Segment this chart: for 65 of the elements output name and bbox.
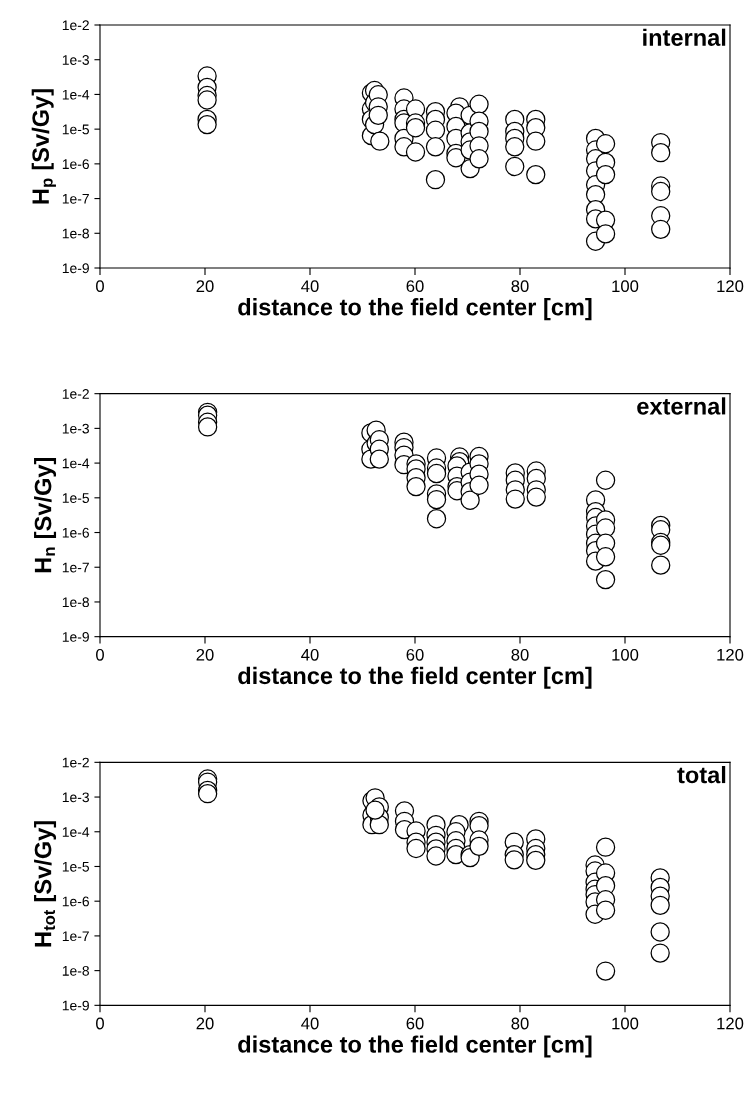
x-tick-label: 80 — [511, 280, 529, 293]
y-tick-label: 1e-8 — [62, 965, 89, 976]
x-tick-label: 80 — [511, 648, 529, 661]
x-tick-label: 0 — [96, 280, 104, 293]
x-tick-label: 100 — [612, 648, 639, 661]
x-tick-label: 20 — [196, 648, 214, 661]
y-tick-label: 1e-3 — [62, 55, 89, 65]
y-tick-label: 1e-4 — [62, 827, 90, 837]
y-tick-label: 1e-3 — [62, 792, 89, 803]
annotation: external — [637, 397, 726, 415]
x-tick-label: 100 — [612, 1017, 639, 1030]
y-tick-label: 1e-9 — [62, 263, 89, 274]
point — [426, 846, 446, 866]
annotation: total — [677, 765, 726, 784]
y-tick-label: 1e-6 — [62, 159, 89, 170]
point — [504, 850, 524, 870]
x-tick-label: 40 — [301, 280, 319, 293]
y-tick-label: 1e-4 — [62, 89, 90, 100]
y-tick-label: 1e-7 — [62, 931, 89, 942]
y-tick-label: 1e-8 — [62, 228, 89, 239]
x-tick-label: 80 — [511, 1017, 529, 1030]
y-axis-title: H$_{p}$ [Sv/Gy] — [31, 89, 56, 204]
y-axis-title: H$_{n}$ [Sv/Gy] — [34, 457, 57, 573]
point — [595, 961, 616, 981]
x-tick-label: 40 — [301, 648, 319, 661]
x-axis-title: distance to the field center [cm] — [238, 1035, 592, 1058]
y-tick-label: 1e-4 — [62, 458, 90, 469]
x-tick-label: 120 — [717, 280, 744, 293]
x-tick-label: 120 — [717, 1017, 744, 1030]
x-tick-label: 100 — [612, 280, 639, 293]
x-tick-label: 0 — [96, 1017, 104, 1030]
x-tick-label: 0 — [96, 648, 104, 661]
point — [650, 922, 670, 942]
x-tick-label: 120 — [717, 648, 744, 661]
y-tick-label: 1e-7 — [62, 194, 89, 204]
x-tick-label: 20 — [196, 1017, 214, 1030]
x-tick-label: 40 — [301, 1017, 319, 1030]
y-tick-label: 1e-5 — [62, 124, 89, 135]
y-axis-title: H$_{tot}$ [Sv/Gy] — [34, 821, 57, 947]
point — [406, 838, 426, 859]
point — [526, 850, 546, 871]
y-tick-label: 1e-3 — [62, 423, 89, 434]
y-tick-label: 1e-2 — [62, 757, 89, 768]
y-tick-label: 1e-2 — [62, 389, 89, 399]
y-tick-label: 1e-6 — [62, 896, 89, 907]
y-tick-label: 1e-8 — [62, 597, 89, 608]
x-axis-title: distance to the field center [cm] — [238, 298, 592, 321]
point — [469, 836, 489, 857]
x-tick-label: 60 — [406, 1017, 424, 1030]
annotation: internal — [643, 28, 726, 46]
x-tick-label: 60 — [406, 648, 424, 661]
y-tick-label: 1e-5 — [62, 861, 89, 872]
y-tick-label: 1e-5 — [62, 493, 89, 503]
y-tick-label: 1e-7 — [62, 562, 89, 573]
point — [650, 895, 670, 916]
y-tick-label: 1e-9 — [62, 1000, 89, 1011]
y-tick-label: 1e-6 — [62, 527, 89, 538]
y-tick-label: 1e-2 — [62, 20, 89, 31]
y-tick-label: 1e-9 — [62, 632, 89, 642]
x-axis-title: distance to the field center [cm] — [238, 666, 592, 689]
point — [595, 837, 616, 857]
x-tick-label: 60 — [406, 280, 424, 293]
point — [650, 943, 670, 963]
x-tick-label: 20 — [196, 280, 214, 293]
point — [595, 900, 616, 920]
